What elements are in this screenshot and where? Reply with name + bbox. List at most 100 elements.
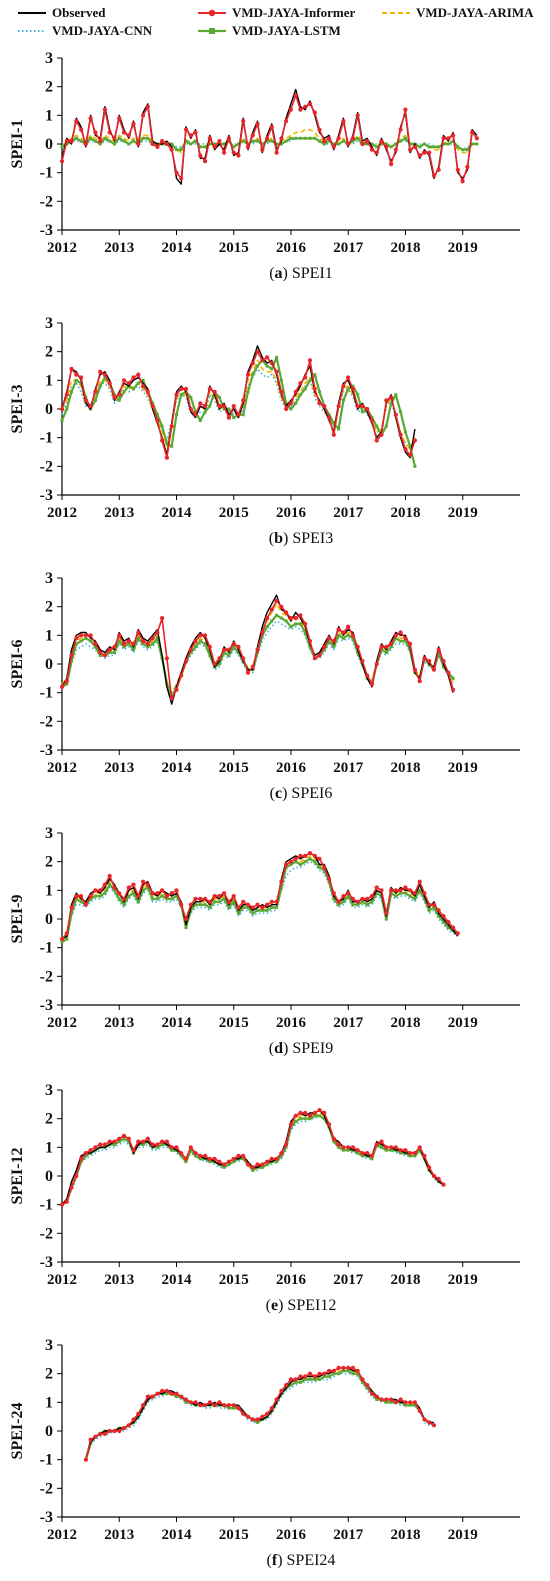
data-point-vmd-jaya-lstm — [389, 145, 393, 149]
data-point-vmd-jaya-lstm — [179, 1154, 183, 1158]
data-point-vmd-jaya-lstm — [408, 444, 412, 448]
x-tick-label: 2017 — [333, 1272, 364, 1288]
panel-caption: (d) SPEI9 — [269, 1040, 333, 1057]
data-point-vmd-jaya-lstm — [117, 398, 121, 402]
y-tick-label: -1 — [40, 430, 53, 447]
data-point-vmd-jaya-lstm — [356, 903, 360, 907]
data-point-vmd-jaya-informer — [102, 1142, 107, 1147]
data-point-vmd-jaya-informer — [88, 1437, 93, 1442]
data-point-vmd-jaya-lstm — [313, 860, 317, 864]
data-point-vmd-jaya-lstm — [132, 139, 135, 143]
data-point-vmd-jaya-informer — [241, 1153, 246, 1158]
data-point-vmd-jaya-informer — [260, 147, 265, 152]
data-point-vmd-jaya-informer — [231, 1156, 236, 1161]
data-point-vmd-jaya-informer — [250, 664, 255, 670]
data-point-vmd-jaya-informer — [193, 1400, 198, 1405]
data-point-vmd-jaya-informer — [427, 1165, 432, 1170]
y-axis-label: SPEI-3 — [9, 385, 26, 434]
data-point-vmd-jaya-lstm — [208, 404, 212, 408]
x-tick-label: 2016 — [276, 1527, 307, 1543]
data-point-vmd-jaya-lstm — [289, 863, 293, 866]
data-point-vmd-jaya-lstm — [103, 891, 107, 895]
x-tick-label: 2013 — [104, 505, 134, 521]
data-point-vmd-jaya-lstm — [370, 416, 374, 420]
data-point-vmd-jaya-informer — [307, 1113, 313, 1118]
data-point-vmd-jaya-lstm — [341, 1148, 345, 1152]
data-point-vmd-jaya-informer — [236, 412, 241, 417]
data-point-vmd-jaya-lstm — [346, 894, 350, 898]
data-point-vmd-jaya-informer — [203, 159, 208, 164]
data-point-vmd-jaya-lstm — [141, 642, 145, 646]
data-point-vmd-jaya-informer — [155, 630, 160, 635]
data-point-vmd-jaya-lstm — [351, 384, 355, 388]
data-point-vmd-jaya-lstm — [346, 387, 350, 391]
data-point-vmd-jaya-informer — [384, 1397, 389, 1402]
data-point-vmd-jaya-informer — [389, 1397, 394, 1402]
data-point-vmd-jaya-informer — [265, 616, 270, 621]
data-point-vmd-jaya-informer — [379, 644, 384, 649]
data-point-vmd-jaya-lstm — [360, 410, 364, 414]
data-point-vmd-jaya-informer — [245, 670, 251, 675]
data-point-vmd-jaya-informer — [183, 127, 189, 132]
data-point-vmd-jaya-lstm — [175, 894, 178, 898]
data-point-vmd-jaya-lstm — [365, 1386, 369, 1390]
data-point-vmd-jaya-informer — [317, 401, 322, 406]
data-point-vmd-jaya-informer — [198, 1153, 203, 1158]
y-tick-label: 0 — [45, 401, 53, 418]
data-point-vmd-jaya-lstm — [198, 639, 202, 643]
data-point-vmd-jaya-informer — [393, 147, 398, 152]
data-point-vmd-jaya-lstm — [327, 1375, 331, 1378]
x-tick-label: 2013 — [104, 240, 134, 256]
data-point-vmd-jaya-informer — [179, 176, 184, 181]
data-point-vmd-jaya-lstm — [136, 636, 140, 640]
data-point-vmd-jaya-lstm — [403, 891, 407, 895]
data-point-vmd-jaya-informer — [446, 136, 451, 141]
data-point-vmd-jaya-lstm — [241, 1157, 245, 1161]
data-point-vmd-jaya-informer — [155, 144, 160, 149]
data-point-vmd-jaya-informer — [160, 139, 165, 144]
data-point-vmd-jaya-informer — [284, 610, 289, 615]
data-point-vmd-jaya-lstm — [370, 142, 374, 146]
data-point-vmd-jaya-lstm — [365, 142, 369, 146]
data-point-vmd-jaya-informer — [188, 902, 193, 907]
data-point-vmd-jaya-informer — [212, 661, 217, 667]
data-point-vmd-jaya-informer — [265, 1159, 270, 1164]
data-point-vmd-jaya-informer — [121, 1426, 127, 1431]
data-point-vmd-jaya-informer — [141, 384, 146, 389]
data-point-vmd-jaya-informer — [74, 119, 79, 124]
x-tick-label: 2019 — [448, 1015, 478, 1031]
y-axis-label: SPEI-9 — [9, 895, 26, 944]
data-point-vmd-jaya-lstm — [375, 1398, 379, 1401]
data-point-vmd-jaya-lstm — [308, 136, 312, 140]
x-tick-label: 2019 — [448, 760, 478, 776]
panel-caption: (a) SPEI1 — [269, 265, 333, 282]
data-point-vmd-jaya-lstm — [251, 1168, 255, 1172]
data-point-vmd-jaya-informer — [312, 110, 317, 115]
data-point-vmd-jaya-informer — [112, 885, 117, 890]
data-point-vmd-jaya-informer — [222, 150, 227, 155]
data-point-vmd-jaya-lstm — [279, 616, 283, 620]
data-point-vmd-jaya-informer — [117, 392, 122, 397]
data-point-vmd-jaya-lstm — [89, 639, 93, 643]
data-point-vmd-jaya-informer — [59, 406, 65, 412]
data-point-vmd-jaya-informer — [241, 656, 246, 661]
y-axis-label: SPEI-24 — [9, 1403, 26, 1460]
data-point-vmd-jaya-lstm — [203, 903, 207, 907]
data-point-vmd-jaya-informer — [160, 438, 165, 443]
x-tick-label: 2016 — [276, 240, 307, 256]
data-point-vmd-jaya-informer — [384, 644, 389, 649]
data-point-vmd-jaya-informer — [93, 641, 98, 647]
x-tick-label: 2016 — [276, 1015, 307, 1031]
data-point-vmd-jaya-informer — [398, 1397, 403, 1402]
data-point-vmd-jaya-informer — [174, 1145, 179, 1150]
data-point-vmd-jaya-informer — [455, 931, 460, 936]
data-point-vmd-jaya-informer — [226, 1159, 231, 1164]
data-point-vmd-jaya-lstm — [194, 645, 197, 649]
data-point-vmd-jaya-informer — [360, 659, 365, 664]
data-point-vmd-jaya-lstm — [151, 642, 155, 646]
data-point-vmd-jaya-lstm — [165, 897, 169, 901]
data-point-vmd-jaya-lstm — [318, 1114, 321, 1118]
data-point-vmd-jaya-informer — [265, 902, 270, 907]
data-point-vmd-jaya-lstm — [299, 1380, 302, 1384]
